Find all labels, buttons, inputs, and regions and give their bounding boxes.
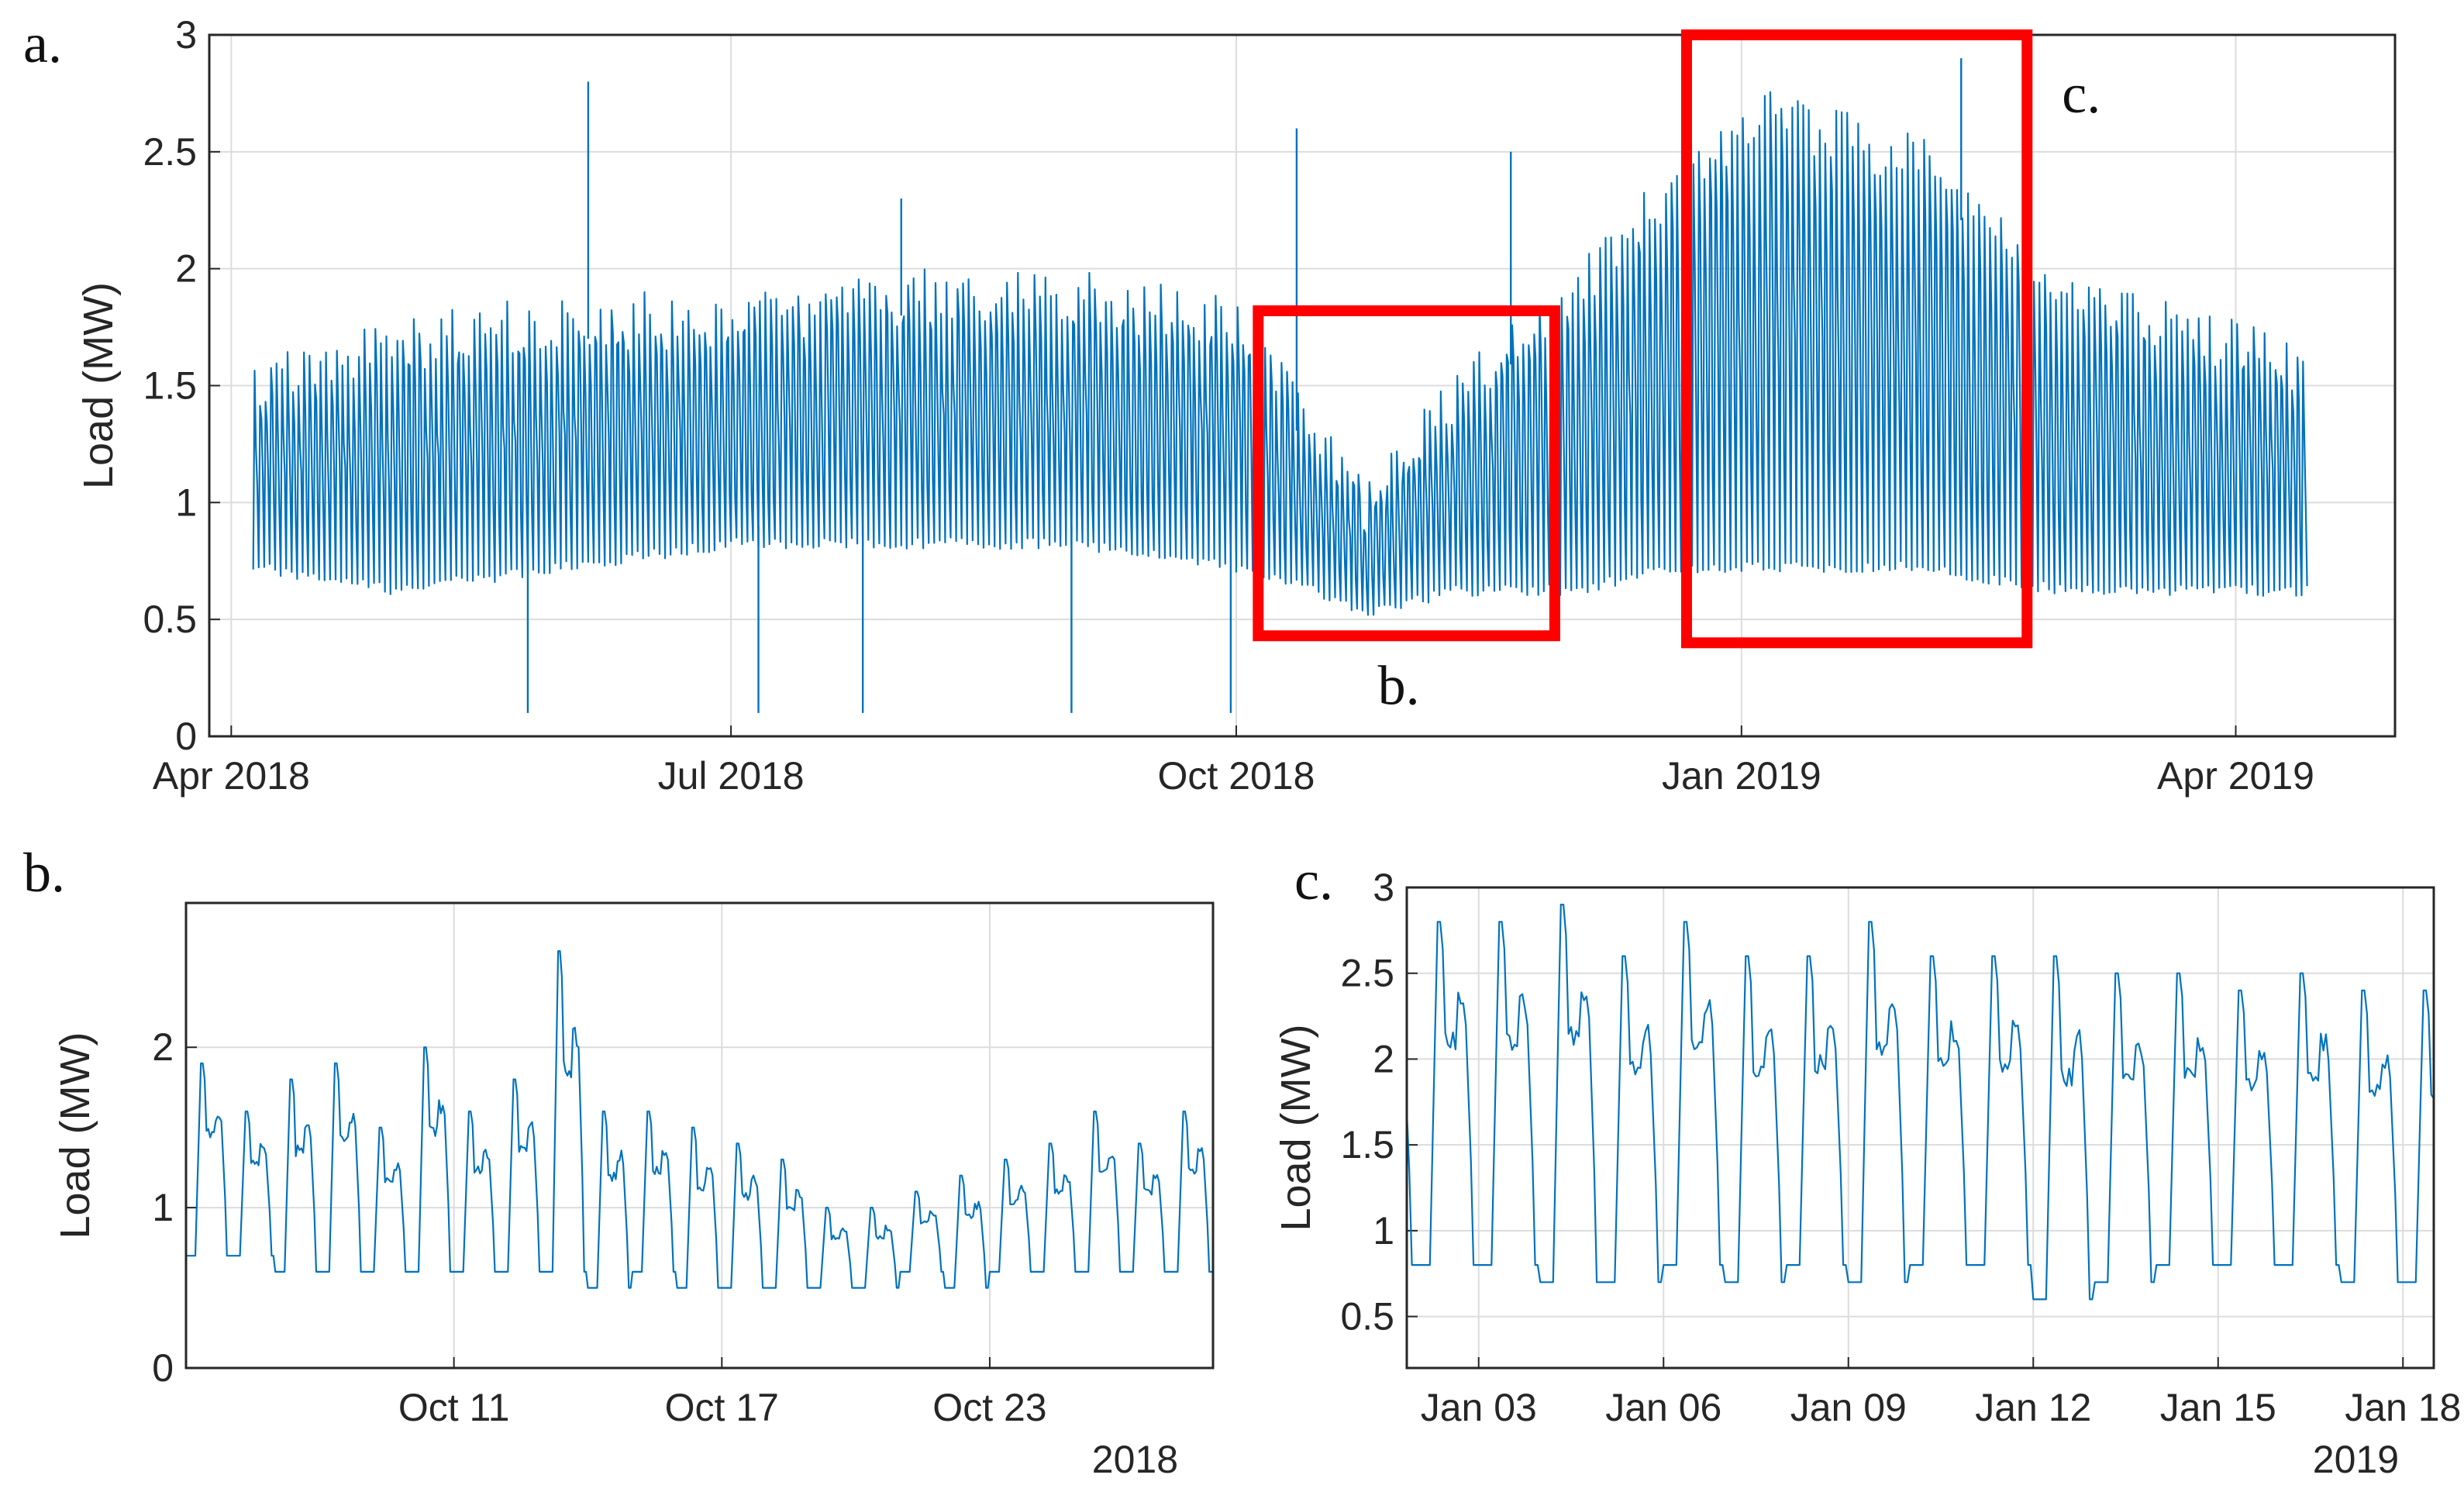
chart-a-ytick-label: 2.5 xyxy=(143,130,197,174)
chart-c-axes-box xyxy=(1405,886,2435,1370)
chart-c-ytick-label: 1.5 xyxy=(1340,1123,1394,1166)
chart-a-annotation-b: b. xyxy=(1378,654,1420,716)
panel-label-a: a. xyxy=(23,12,62,74)
chart-c-ytick-label: 2.5 xyxy=(1340,952,1394,995)
chart-b-ytick-label: 1 xyxy=(152,1186,174,1229)
chart-c-ytick-label: 2 xyxy=(1373,1037,1394,1080)
panel-label-b: b. xyxy=(23,842,65,904)
chart-b-axes-box xyxy=(184,901,1215,1370)
chart-b-x-secondary-label: 2018 xyxy=(1092,1438,1178,1481)
chart-a-xtick-label: Apr 2018 xyxy=(153,754,310,798)
chart-a-ytick-label: 1.5 xyxy=(143,364,197,408)
chart-a-highlight-c xyxy=(1680,29,2033,649)
chart-c-series-load xyxy=(1405,904,2435,1301)
chart-b-ytick-label: 0 xyxy=(152,1346,174,1390)
chart-c-ytick-label: 3 xyxy=(1373,866,1394,909)
chart-a-ytick-label: 2 xyxy=(175,247,197,291)
chart-b-xtick-label: Oct 17 xyxy=(665,1386,779,1429)
chart-a-ytick-label: 0.5 xyxy=(143,598,197,641)
chart-c: 0.5 1 1.5 2 2.5 3 Jan 03 Jan 06 Jan 09 Jan 12 Jan … xyxy=(1273,866,2461,1481)
chart-c-xtick-label: Jan 12 xyxy=(1975,1386,2091,1429)
chart-a-axes-box xyxy=(208,33,2397,738)
chart-b-xtick-label: Oct 23 xyxy=(932,1386,1046,1429)
chart-c-ytick-label: 0.5 xyxy=(1340,1295,1394,1339)
panel-label-c: c. xyxy=(1294,849,1333,911)
chart-a-xtick-label: Apr 2019 xyxy=(2157,754,2314,798)
chart-c-ytick-label: 1 xyxy=(1373,1209,1394,1253)
chart-a-series-load xyxy=(252,91,2308,616)
chart-a-ylabel: Load (MW) xyxy=(75,282,122,489)
chart-c-xtick-label: Jan 18 xyxy=(2345,1386,2461,1429)
chart-b-xtick-label: Oct 11 xyxy=(398,1386,510,1429)
chart-a-xtick-label: Oct 2018 xyxy=(1158,754,1315,798)
chart-b-ylabel: Load (MW) xyxy=(52,1032,98,1239)
chart-b-series-load xyxy=(186,950,1213,1289)
chart-a-xtick-label: Jul 2018 xyxy=(658,754,805,798)
chart-c-xtick-label: Jan 15 xyxy=(2160,1386,2276,1429)
chart-a-annotation-c: c. xyxy=(2062,63,2100,125)
chart-c-xtick-label: Jan 06 xyxy=(1605,1386,1721,1429)
chart-a-ytick-label: 0 xyxy=(175,715,197,758)
chart-a-ytick-label: 3 xyxy=(175,13,197,57)
chart-c-xtick-label: Jan 09 xyxy=(1790,1386,1907,1429)
chart-b-ytick-label: 2 xyxy=(152,1025,174,1069)
chart-c-x-secondary-label: 2019 xyxy=(2313,1438,2399,1481)
chart-a: 0 0.5 1 1.5 2 2.5 3 Apr 2018 Jul 2018 Oct 2018 Jan… xyxy=(75,13,2397,798)
chart-c-ylabel: Load (MW) xyxy=(1273,1024,1319,1231)
chart-b: 0 1 2 Oct 11 Oct 17 Oct 23 Load (MW) 2018 xyxy=(52,901,1215,1481)
chart-a-highlight-b xyxy=(1253,305,1560,642)
chart-a-ytick-label: 1 xyxy=(175,481,197,524)
chart-a-xtick-label: Jan 2019 xyxy=(1662,754,1821,798)
chart-c-xtick-label: Jan 03 xyxy=(1421,1386,1537,1429)
